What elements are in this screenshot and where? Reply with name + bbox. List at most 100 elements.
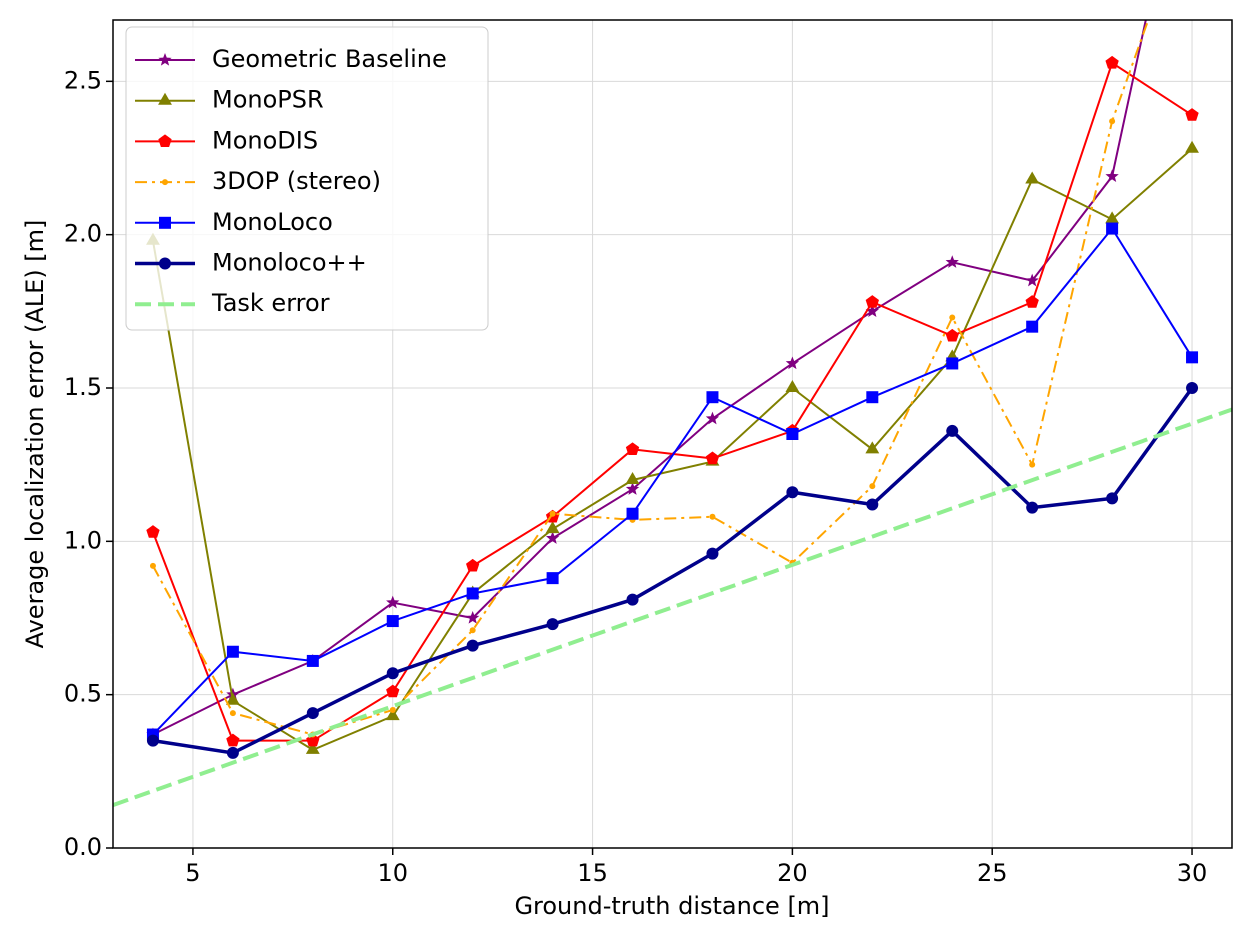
marker [1029,461,1036,468]
series-line [113,407,1232,807]
legend-marker [159,257,171,270]
x-tick-label: 15 [577,859,608,887]
marker [386,615,399,628]
marker [625,482,640,495]
legend-marker [159,216,171,229]
marker [785,356,800,370]
series-line [152,20,1150,736]
marker [945,328,959,342]
y-tick-label: 2.0 [64,220,102,248]
legend-label: MonoDIS [212,126,318,154]
y-tick-label: 2.5 [64,66,102,94]
marker [226,645,239,658]
marker [786,486,799,499]
marker [1106,492,1119,505]
marker [625,442,640,455]
marker [865,295,879,308]
legend-label: MonoLoco [212,208,333,236]
series-line [152,226,1193,736]
y-tick-label: 1.0 [64,526,102,554]
marker [305,741,320,754]
legend-box [125,26,489,331]
marker [1026,320,1039,333]
marker [866,391,879,404]
marker [306,707,319,720]
marker [469,627,476,634]
marker [226,746,239,759]
marker [1105,169,1119,183]
marker [466,611,480,624]
marker [546,618,559,631]
marker [709,513,716,520]
x-tick-label: 30 [1177,859,1208,887]
x-tick-label: 10 [377,859,408,887]
marker [866,498,879,511]
marker [1026,501,1039,514]
legend-label: Monoloco++ [212,249,367,277]
marker [549,510,556,517]
marker [229,710,236,717]
marker [625,472,640,484]
legend-label: MonoPSR [212,86,324,114]
marker [705,451,720,465]
marker [706,547,719,560]
series-line [152,386,1194,755]
marker [389,707,396,713]
marker [1185,140,1199,153]
plot-area [113,20,1232,807]
x-tick-label: 25 [977,859,1008,887]
marker [865,441,880,454]
marker [1025,273,1039,287]
marker [626,593,639,606]
marker [865,304,879,317]
marker [786,428,799,440]
marker [705,411,720,425]
marker [1185,108,1199,121]
marker [945,255,959,268]
marker [466,639,479,652]
x-axis-label: Ground-truth distance [m] [514,892,829,920]
series-line [151,148,1193,751]
y-axis-label: Average localization error (ALE) [m] [21,220,49,649]
marker [466,558,480,572]
marker [1025,295,1039,308]
legend-marker [162,179,168,186]
legend: Geometric Baseline MonoPSR MonoDIS 3DOP (st… [125,26,489,331]
marker [225,692,240,705]
legend-marker [158,53,172,66]
marker [1109,118,1116,125]
marker [306,654,319,667]
legend-label: 3DOP (stereo) [212,167,381,195]
marker [545,521,560,534]
marker [386,667,399,680]
marker [706,391,719,404]
marker [946,357,959,370]
marker [146,525,160,538]
marker [386,684,400,698]
marker [226,733,240,747]
legend-marker [158,134,172,148]
marker [785,380,800,392]
y-tick-label: 0.5 [64,680,102,708]
marker [946,424,959,437]
marker [146,734,159,747]
marker [1106,222,1119,235]
marker [385,708,400,721]
marker [1025,171,1040,184]
marker [1186,382,1199,394]
plot-frame [112,19,1233,849]
marker [466,587,479,600]
marker [149,562,156,569]
legend-label: Task error [211,289,330,317]
marker [869,483,876,490]
y-tick-label: 0.0 [64,833,102,861]
marker [1105,211,1120,224]
marker [386,595,400,609]
legend-label: Geometric Baseline [212,45,447,73]
x-tick-label: 5 [185,859,200,887]
legend-marker [158,92,172,105]
marker [1186,351,1199,364]
marker [546,572,559,585]
marker [1105,55,1119,69]
